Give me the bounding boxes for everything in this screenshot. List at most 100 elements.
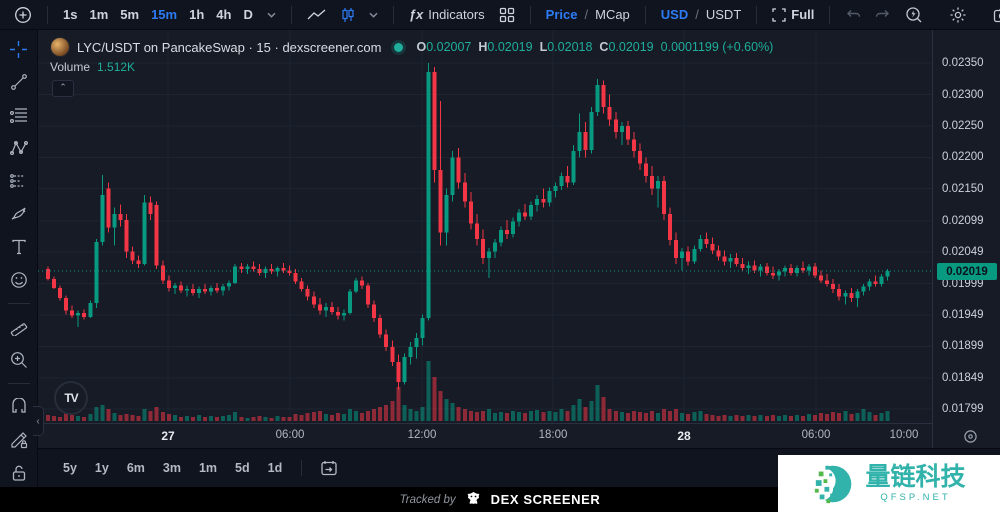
range-button-3m[interactable]: 3m (162, 461, 181, 475)
slash-divider: / (695, 7, 699, 22)
token-logo (50, 37, 70, 57)
chart-title[interactable]: LYC/USDT on PancakeSwap · 15 · dexscreen… (77, 39, 382, 55)
fullscreen-button[interactable]: Full (766, 4, 820, 25)
price-toggle-label[interactable]: Price (545, 7, 578, 22)
price-tick: 0.01799 (942, 403, 984, 416)
measure-tool-button[interactable] (9, 317, 29, 337)
sidebar-collapse-handle[interactable]: ‹ (33, 406, 44, 436)
ohlc-l: L0.02018 (539, 40, 593, 54)
drawing-sync-lock-button[interactable] (9, 430, 29, 450)
price-tick: 0.01849 (942, 371, 984, 384)
price-axis[interactable]: 0.02019 0.02350 0.02300 0.02250 0.02200 0.02… (932, 30, 1000, 448)
chevron-up-icon: ⌃ (59, 82, 67, 92)
magnet-icon (11, 398, 26, 413)
axis-settings-button[interactable] (963, 429, 978, 449)
price-tick: 0.02099 (942, 214, 984, 227)
axis-gear-icon (964, 430, 977, 443)
emoji-icon (10, 272, 27, 288)
time-axis[interactable]: 27 06:00 12:00 18:00 28 06:00 10:00 (38, 423, 932, 448)
undo-button[interactable] (839, 6, 867, 24)
tracked-by-label: Tracked by (399, 493, 456, 506)
range-button-1d[interactable]: 1d (267, 461, 283, 475)
crosshair-tool-button[interactable] (9, 39, 29, 59)
price-tick: 0.02350 (942, 57, 984, 70)
layout-grid-button[interactable] (493, 4, 521, 26)
range-button-5y[interactable]: 5y (63, 461, 77, 475)
range-button-group: 5y 1y 6m 3m 1m 5d 1d (56, 457, 289, 479)
zoom-in-tool-button[interactable] (9, 350, 29, 370)
lock-icon (12, 465, 25, 481)
range-button-5d[interactable]: 5d (235, 461, 250, 475)
time-tick: 28 (677, 429, 691, 443)
price-tick: 0.02300 (942, 88, 984, 101)
qfsp-logo-icon (815, 465, 852, 503)
collapse-chevron-icon: ‹ (36, 415, 40, 427)
price-tick: 0.01949 (942, 308, 984, 321)
magnet-tool-button[interactable] (9, 397, 29, 417)
ohlc-c: C0.02019 (599, 40, 654, 54)
timeframe-button-1h[interactable]: 1h (189, 7, 205, 22)
pane-expand-button[interactable]: ⌃ (52, 80, 74, 97)
usd-toggle-label[interactable]: USD (660, 7, 689, 22)
screenshot-button[interactable] (987, 4, 1000, 26)
timeframe-button-4h[interactable]: 4h (216, 7, 232, 22)
volume-label[interactable]: Volume (50, 60, 91, 74)
range-button-1m[interactable]: 1m (198, 461, 218, 475)
indicators-button[interactable]: ƒx Indicators (403, 4, 491, 25)
settings-button[interactable] (943, 3, 973, 27)
fib-retracement-tool-button[interactable] (9, 105, 29, 125)
candlestick-chart[interactable] (38, 30, 932, 423)
timeframe-button-1s[interactable]: 1s (63, 7, 78, 22)
timeframe-button-15m[interactable]: 15m (151, 7, 178, 22)
long-short-position-tool-button[interactable] (9, 171, 29, 191)
xabcd-pattern-tool-button[interactable] (9, 138, 29, 158)
usdt-toggle-label[interactable]: USDT (705, 7, 742, 22)
time-tick: 12:00 (407, 429, 437, 441)
price-mcap-toggle[interactable]: Price / MCap (540, 4, 636, 25)
change-value: 0.0001199 (+0.60%) (660, 40, 774, 54)
lock-all-drawings-button[interactable] (9, 463, 29, 483)
pencil-lock-icon (10, 432, 27, 449)
candle-chart-type-button[interactable] (335, 4, 361, 26)
brush-tool-button[interactable] (9, 204, 29, 224)
fib-retracement-icon (9, 108, 27, 123)
camera-icon (994, 8, 1000, 22)
text-icon (11, 239, 26, 255)
gear-icon (950, 7, 966, 22)
lightning-search-icon (906, 6, 922, 22)
emoji-tool-button[interactable] (9, 270, 29, 290)
tradingview-watermark[interactable]: TV (54, 381, 88, 415)
range-button-6m[interactable]: 6m (126, 461, 145, 475)
time-tick: 06:00 (801, 429, 831, 441)
line-chart-type-button[interactable] (301, 5, 333, 25)
timeframe-group: 1s 1m 5m 15m 1h 4h D (57, 4, 259, 25)
price-tick: 0.01999 (942, 277, 984, 290)
redo-button[interactable] (869, 6, 897, 24)
mcap-toggle-label[interactable]: MCap (595, 7, 630, 22)
undo-icon (847, 9, 861, 17)
timeframe-button-1m[interactable]: 1m (89, 7, 109, 22)
timeframe-button-D[interactable]: D (243, 7, 253, 22)
calendar-arrow-icon (321, 461, 337, 476)
go-to-date-button[interactable] (314, 457, 344, 479)
dexscreener-logo-icon (467, 491, 480, 504)
price-tick: 0.01899 (942, 340, 984, 353)
chart-plot-area[interactable]: LYC/USDT on PancakeSwap · 15 · dexscreen… (38, 30, 932, 423)
text-tool-button[interactable] (9, 237, 29, 257)
chart-type-menu-button[interactable] (363, 9, 384, 21)
price-tick: 0.02150 (942, 182, 984, 195)
timeframe-button-5m[interactable]: 5m (120, 7, 140, 22)
timeframe-menu-button[interactable] (261, 9, 282, 21)
qfsp-watermark: 量链科技 QFSP.NET (778, 455, 1000, 512)
price-tick: 0.02049 (942, 246, 984, 259)
slash-divider: / (584, 7, 589, 22)
range-button-1y[interactable]: 1y (94, 461, 109, 475)
quick-action-button[interactable] (899, 3, 929, 27)
dexscreener-brand[interactable]: DEX SCREENER (490, 492, 601, 507)
usd-usdt-toggle[interactable]: USD / USDT (655, 4, 747, 25)
watermark-url: QFSP.NET (880, 491, 951, 503)
top-toolbar: 1s 1m 5m 15m 1h 4h D ƒx Indicators Price / MCa… (0, 0, 1000, 30)
trend-line-icon (10, 74, 27, 90)
trend-line-tool-button[interactable] (9, 72, 29, 92)
add-symbol-button[interactable] (8, 3, 38, 27)
